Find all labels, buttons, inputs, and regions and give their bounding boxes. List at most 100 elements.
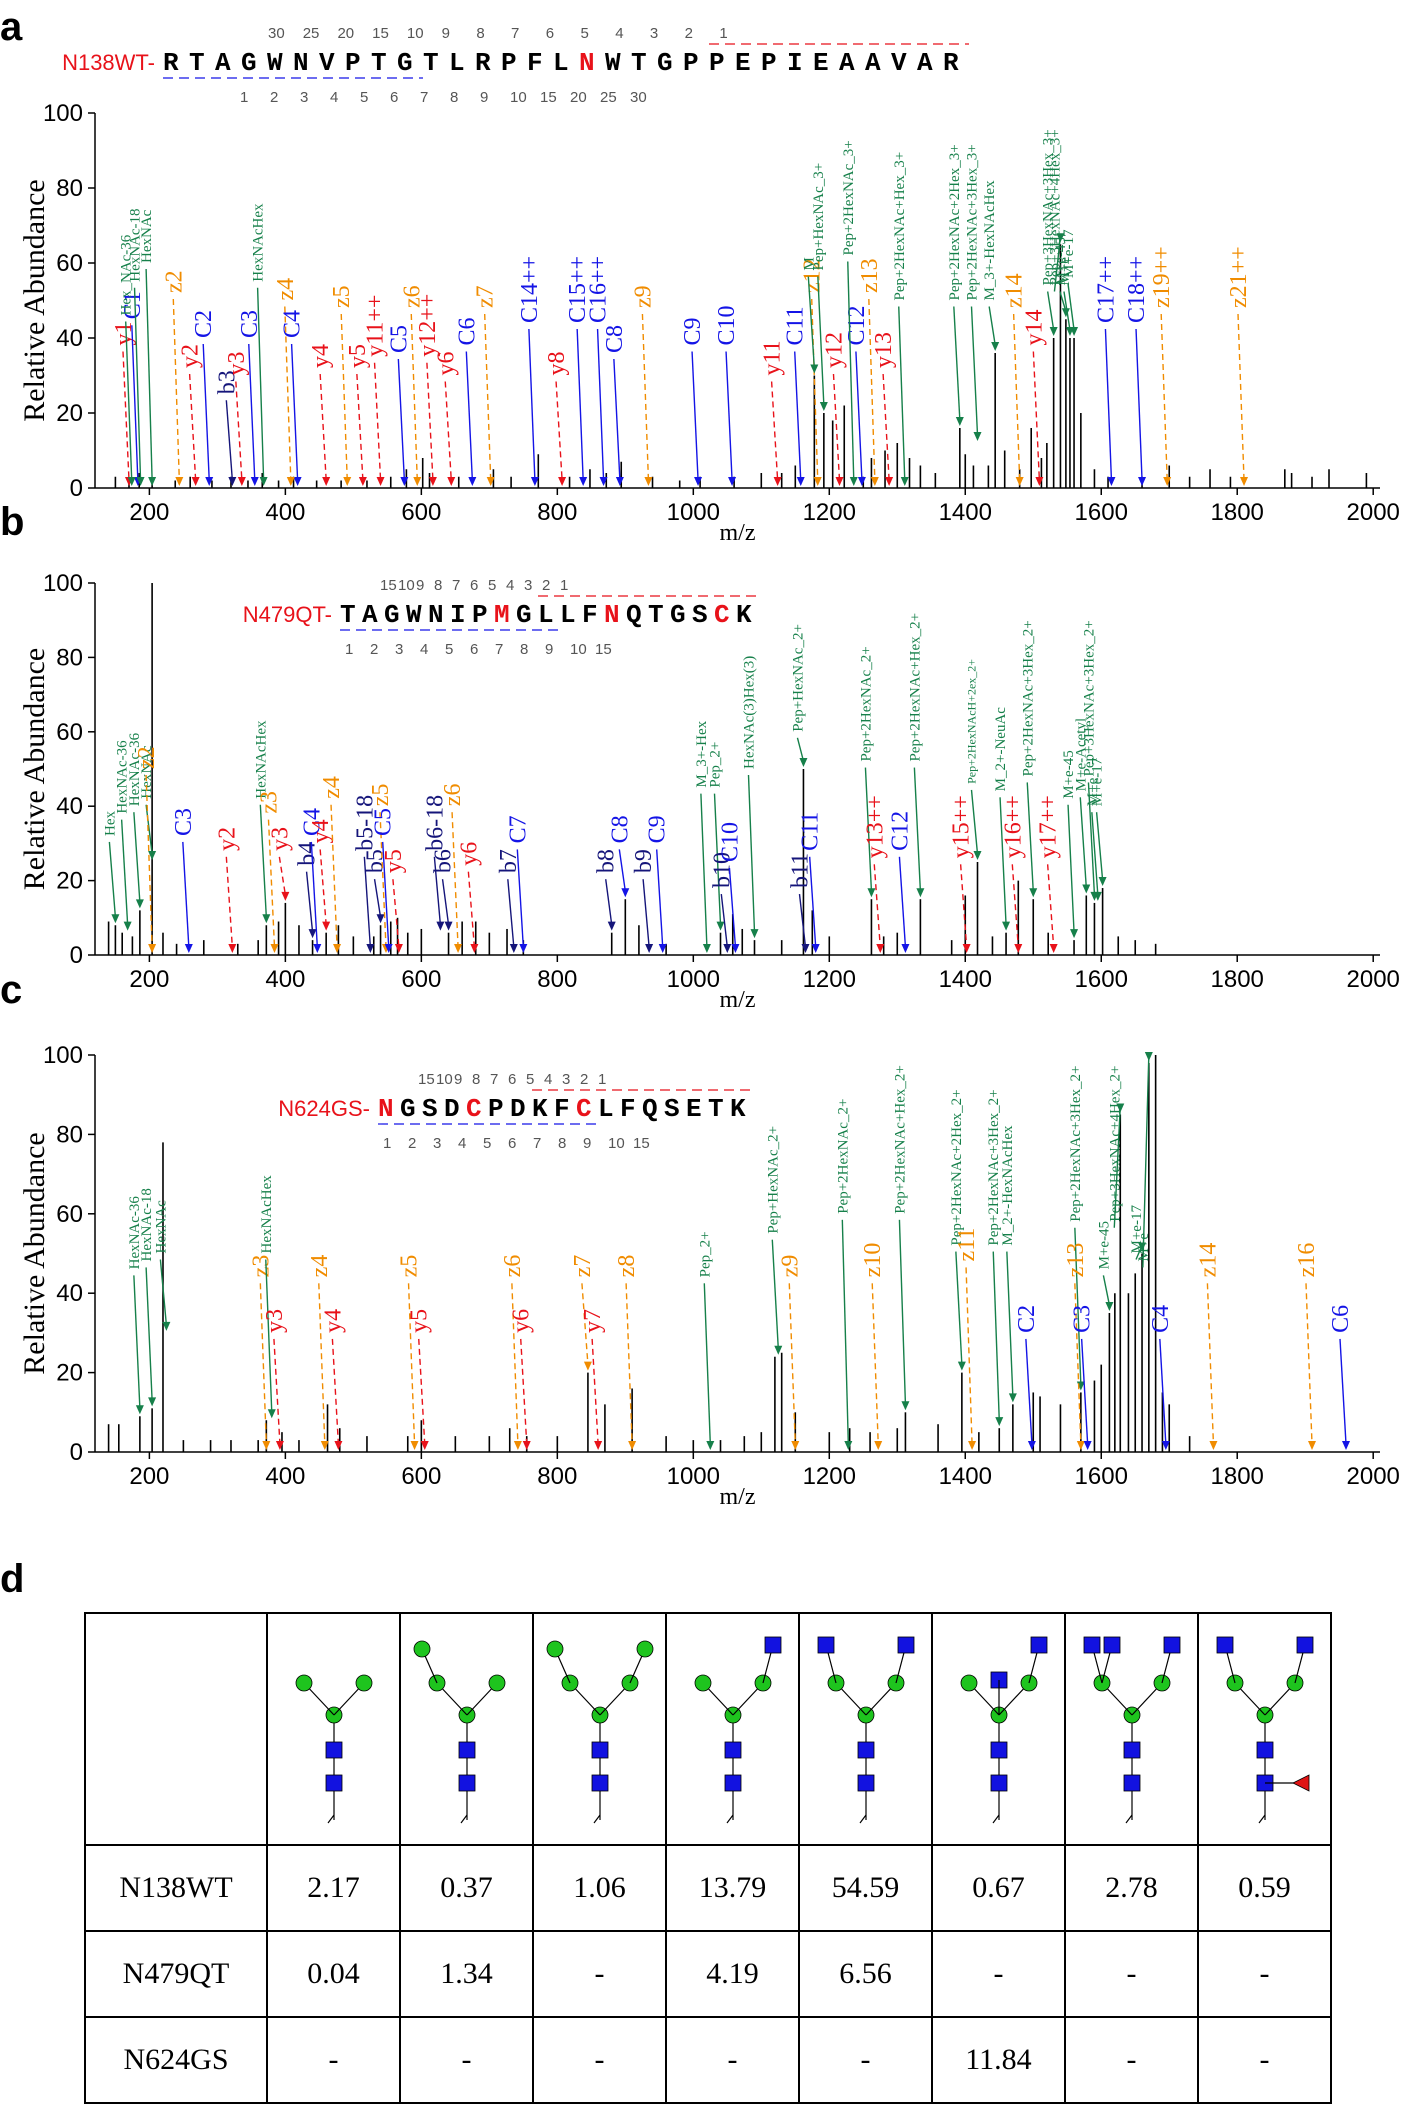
annotation-arrowhead — [973, 432, 982, 441]
annotation-label-g: Pep+2HexNAc+2Hex_3+ — [947, 144, 963, 300]
annotation-label-g: M+e-Acetyl — [1073, 718, 1089, 791]
annotation-arrowhead — [1070, 327, 1079, 336]
annotation-label-g: M+e-17 — [1090, 757, 1106, 806]
annotation-label-g: HexNAc — [139, 209, 155, 263]
annotation-leader — [340, 313, 348, 481]
panel-a: a 200 400 600 800 1000 1200 1400 1600 1800 2000 0 20… — [0, 5, 1400, 546]
annotation-label-c: C11 — [783, 306, 809, 345]
ladder-number-bottom: 6 — [390, 89, 398, 106]
ladder-number-bottom: 6 — [508, 1135, 516, 1152]
annotation-arrowhead — [322, 921, 331, 931]
annotation-arrowhead — [259, 477, 268, 486]
ladder-number-bottom: 15 — [633, 1135, 650, 1152]
ladder-number-top: 4 — [506, 577, 514, 594]
annotation-leader — [873, 864, 881, 948]
annotation-arrowhead — [308, 929, 317, 939]
annotation-arrowhead — [184, 944, 193, 953]
ladder-number-top: 15 — [380, 577, 397, 594]
annotation-label-y: y5 — [345, 344, 371, 368]
annotation-arrowhead — [400, 477, 409, 486]
ladder-number-top: 7 — [511, 25, 519, 42]
ladder-number-bottom: 3 — [300, 89, 308, 106]
annotation-arrowhead — [1116, 1103, 1125, 1113]
annotation-leader — [1032, 351, 1041, 481]
annotation-label-c: C3 — [171, 808, 197, 836]
peptide-residue: E — [735, 48, 751, 78]
table-row: N624GS - - - - - 11.84 - - — [84, 2016, 1332, 2104]
ladder-number-top: 5 — [526, 1071, 534, 1088]
annotation-arrowhead — [1029, 888, 1038, 898]
annotation-leader — [373, 879, 382, 918]
annotation-arrowhead — [731, 944, 740, 953]
y-tick-label: 20 — [56, 868, 83, 895]
annotation-leader — [528, 328, 536, 481]
ladder-number-bottom: 20 — [570, 89, 587, 106]
peptide-residue: I — [787, 48, 803, 78]
annotation-label-c: C12 — [844, 305, 870, 345]
annotation-arrowhead — [1342, 1441, 1351, 1450]
annotation-label-g: M_3+-Hex — [694, 720, 710, 787]
annotation-arrowhead — [1082, 884, 1091, 894]
annotation-label-g: M+e-45 — [1061, 750, 1077, 798]
annotation-leader — [868, 298, 876, 481]
annotation-leader — [1305, 1283, 1313, 1445]
annotation-label-y: y4 — [320, 1309, 346, 1333]
table-row: N138WT 2.17 0.37 1.06 13.79 54.59 0.67 2… — [84, 1844, 1332, 1932]
annotation-arrowhead — [876, 944, 885, 953]
ladder-number-top: 9 — [454, 1071, 462, 1088]
annotation-label-g: Pep+2HexNAc+3Hex_2+ — [1020, 620, 1036, 776]
ladder-number-bottom: 3 — [395, 641, 403, 658]
annotation-label-c: C1 — [120, 291, 146, 319]
annotation-leader — [720, 893, 728, 948]
annotation-label-c: C5 — [371, 808, 397, 836]
annotation-arrowhead — [1138, 477, 1147, 486]
table-cell: 4.19 — [665, 1930, 800, 2018]
annotation-arrowhead — [900, 477, 909, 486]
annotation-leader — [319, 373, 327, 481]
annotation-leader — [713, 793, 722, 925]
annotation-arrowhead — [1240, 477, 1249, 486]
annotation-label-g: HexNAcHex — [259, 1175, 275, 1254]
annotation-label-c: C10 — [717, 822, 743, 862]
annotation-arrowhead — [509, 944, 518, 953]
ladder-number-top: 30 — [268, 25, 285, 42]
annotation-label-z: z2 — [134, 746, 160, 769]
annotation-leader — [1104, 328, 1113, 481]
annotation-arrowhead — [857, 477, 866, 486]
x-tick-label: 1000 — [667, 1463, 720, 1490]
y-tick-label: 0 — [70, 942, 83, 969]
annotation-label-g: Pep+2HexNAc+Hex_2+ — [892, 1065, 908, 1214]
annotation-arrowhead — [849, 477, 858, 486]
annotation-arrowhead — [334, 1441, 343, 1450]
annotation-label-g: Pep+2HexNAc_2+ — [835, 1099, 851, 1214]
y-tick-label: 60 — [56, 250, 83, 277]
annotation-label-c: C4 — [1148, 1305, 1174, 1333]
annotation-arrowhead — [1056, 233, 1065, 243]
peptide-residue: A — [215, 48, 231, 78]
ladder-number-bottom: 9 — [583, 1135, 591, 1152]
annotation-arrowhead — [810, 364, 819, 374]
annotation-leader — [1206, 1283, 1215, 1445]
annotation-leader — [1135, 328, 1143, 481]
annotation-label-y: y3 — [262, 1309, 288, 1333]
annotation-label-g: Pep+2HexNAc+2Hex_2+ — [949, 1089, 965, 1245]
annotation-arrowhead — [813, 477, 822, 486]
ladder-number-bottom: 30 — [630, 89, 647, 106]
annotation-arrowhead — [1035, 477, 1044, 486]
annotation-arrowhead — [286, 477, 295, 486]
annotation-label-g: Pep+2HexNAc_3+ — [841, 140, 857, 255]
annotation-arrowhead — [394, 944, 403, 953]
annotation-leader — [625, 1283, 633, 1445]
annotation-label-c: C10 — [714, 305, 740, 345]
peptide-residue: G — [397, 48, 413, 78]
annotation-label-g: Pep+3HexNAc+4Hex_3+ — [1047, 129, 1063, 285]
mannose-circle — [546, 1640, 563, 1658]
glcnac-square — [591, 1774, 608, 1792]
annotation-arrowhead — [1015, 477, 1024, 486]
annotation-label-c: C2 — [191, 310, 217, 338]
annotation-arrowhead — [558, 477, 567, 486]
annotation-leader — [959, 864, 968, 948]
peptide-residue: G — [670, 600, 686, 630]
annotation-leader — [596, 328, 605, 481]
annotation-label-b: b9 — [631, 849, 657, 873]
